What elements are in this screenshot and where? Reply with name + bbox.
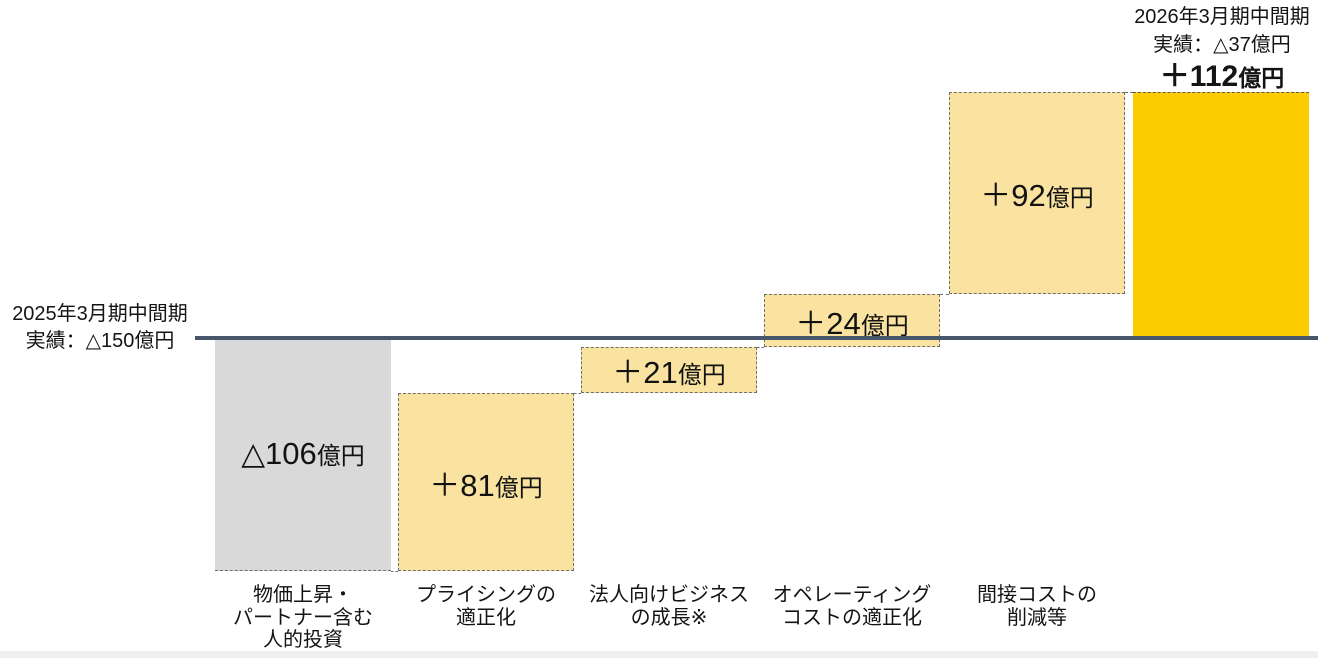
- total-value: ＋112: [1159, 60, 1239, 93]
- waterfall-bar-2: ＋81億円: [398, 393, 574, 572]
- waterfall-bar-5: ＋92億円: [949, 91, 1125, 294]
- category-label-line: オペレーティング: [772, 584, 932, 606]
- connector-line-5: [1125, 91, 1133, 93]
- category-label-line: の成長※: [630, 606, 708, 629]
- axis-baseline: [195, 336, 1318, 340]
- category-label-line: 削減等: [1007, 606, 1067, 629]
- bar-value-unit: 億円: [1045, 185, 1094, 213]
- bar-value-number: ＋21: [612, 355, 678, 391]
- waterfall-bar-6: [1133, 91, 1309, 340]
- category-label-line: パートナー含む: [233, 606, 373, 629]
- category-label-line: 人的投資: [263, 629, 343, 651]
- start-annotation-line2: 実績：△150億円: [25, 330, 175, 352]
- bar-value-number: △106: [241, 436, 317, 472]
- connector-line-2: [574, 393, 581, 394]
- bar-category-label-5: 間接コストの 削減等: [924, 584, 1150, 629]
- bar-value-label: ＋21億円: [612, 347, 725, 392]
- start-annotation: 2025年3月期中間期 実績：△150億円: [0, 301, 200, 355]
- category-label-line: 物価上昇・: [253, 584, 353, 606]
- end-annotation-line2: 実績：△37億円: [1153, 34, 1291, 56]
- start-annotation-line1: 2025年3月期中間期: [12, 303, 188, 325]
- bar-category-label-1: 物価上昇・ パートナー含む 人的投資: [190, 584, 416, 652]
- end-annotation: 2026年3月期中間期 実績：△37億円 ＋112億円: [1069, 3, 1318, 98]
- footer-strip: [0, 651, 1318, 658]
- bar-category-label-2: プライシングの 適正化: [373, 584, 599, 629]
- connector-line-1: [391, 571, 398, 573]
- connector-line-4: [940, 294, 949, 295]
- category-label-line: 法人向けビジネス: [589, 584, 749, 606]
- bar-category-label-4: オペレーティング コストの適正化: [739, 584, 965, 629]
- bar-value-unit: 億円: [316, 443, 365, 471]
- bar-value-label: ＋81億円: [429, 460, 542, 505]
- bar-value-unit: 億円: [860, 312, 909, 340]
- category-label-line: コストの適正化: [782, 606, 922, 629]
- end-annotation-line1: 2026年3月期中間期: [1134, 6, 1310, 28]
- category-label-line: 適正化: [456, 606, 516, 629]
- waterfall-bar-1: △106億円: [215, 338, 391, 572]
- bar-value-label: ＋92億円: [980, 170, 1093, 215]
- connector-line-3: [757, 346, 764, 348]
- category-label-line: 間接コストの: [977, 584, 1097, 606]
- category-label-line: プライシングの: [416, 584, 556, 606]
- bar-value-label: ＋24億円: [795, 298, 908, 343]
- bar-value-label: △106億円: [241, 436, 365, 472]
- bar-value-unit: 億円: [677, 362, 726, 390]
- total-unit: 億円: [1238, 65, 1285, 91]
- bar-category-label-3: 法人向けビジネス の成長※: [556, 584, 782, 629]
- bar-value-number: ＋92: [980, 178, 1046, 214]
- end-annotation-total: ＋112億円: [1069, 59, 1318, 98]
- waterfall-bar-3: ＋21億円: [581, 346, 757, 393]
- bar-value-number: ＋24: [795, 305, 861, 341]
- bar-value-unit: 億円: [494, 474, 543, 502]
- bar-value-number: ＋81: [429, 467, 495, 503]
